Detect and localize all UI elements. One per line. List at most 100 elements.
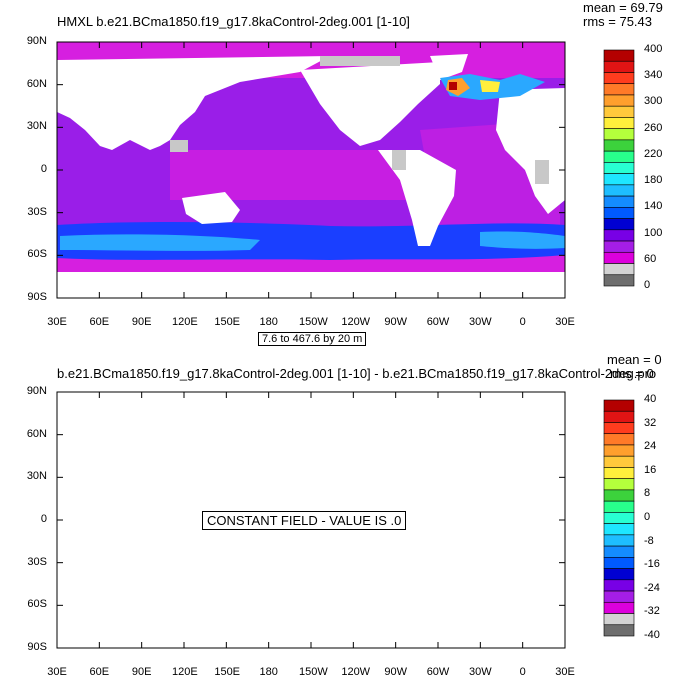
- panel2-rms: rms = 0: [610, 366, 654, 381]
- lon-label: 60E: [89, 316, 110, 328]
- colorbar1-swatch: [603, 218, 635, 231]
- lat-label: 60S: [27, 598, 47, 611]
- colorbar1-swatch: [603, 128, 635, 141]
- ice-patch: [392, 150, 406, 170]
- colorbar1-swatch: [603, 195, 635, 208]
- colorbar1-swatch: [603, 72, 635, 85]
- colorbar1-swatch: [603, 274, 635, 287]
- colorbar1-label: 260: [644, 121, 663, 134]
- colorbar1-label: 60: [644, 252, 657, 265]
- lon-label: 60W: [426, 666, 450, 678]
- lon-label: 30E: [555, 316, 575, 328]
- greenland: [430, 54, 468, 80]
- lon-label: 60W: [426, 316, 450, 328]
- colorbar2-label: 40: [644, 393, 657, 405]
- north-atlantic-hotspot-max: [449, 82, 457, 90]
- lon-label: 150E: [214, 316, 241, 328]
- constant-field-message: CONSTANT FIELD - VALUE IS .0: [202, 511, 407, 530]
- colorbar1-swatch: [603, 94, 635, 107]
- lon-label: 30W: [469, 666, 492, 678]
- colorbar1-label: 140: [644, 200, 663, 213]
- lat-label: 0: [40, 163, 47, 175]
- panel2-mean: mean = 0: [607, 352, 662, 367]
- panel1-contour-info: 7.6 to 467.6 by 20 m: [258, 332, 367, 346]
- southern-ocean-lightblue-2: [480, 231, 565, 249]
- colorbar2-label: -8: [644, 534, 654, 547]
- colorbar2-label: -32: [644, 605, 660, 618]
- colorbar1-swatch: [603, 139, 635, 152]
- colorbar2-swatch: [603, 422, 635, 435]
- lon-label: 90E: [131, 666, 152, 678]
- lon-label: 30E: [555, 666, 575, 678]
- ice-patch: [170, 140, 188, 152]
- ice-patch: [320, 56, 400, 66]
- colorbar2-swatch: [603, 523, 635, 536]
- lon-label: 120W: [341, 316, 371, 328]
- colorbar2-swatch: [603, 568, 635, 581]
- lat-label: 30N: [26, 470, 47, 483]
- south-america: [378, 150, 456, 246]
- colorbar2-swatch: [603, 601, 635, 614]
- eurasia: [57, 56, 330, 150]
- colorbar1-swatch: [603, 105, 635, 118]
- lat-label: 30N: [26, 120, 47, 133]
- lat-label: 90S: [27, 291, 47, 303]
- colorbar1-swatch: [603, 173, 635, 186]
- colorbar1-swatch: [603, 240, 635, 253]
- australia: [182, 192, 240, 224]
- lon-label: 150E: [214, 666, 241, 678]
- colorbar2-swatch: [603, 410, 635, 423]
- lon-label: 150W: [299, 666, 328, 678]
- colorbar1-label: 400: [644, 43, 663, 55]
- lon-label: 30W: [469, 316, 492, 328]
- lat-label: 90S: [27, 641, 47, 653]
- colorbar1-swatch: [603, 162, 635, 174]
- colorbar1-swatch: [603, 184, 635, 197]
- lat-label: 60N: [26, 77, 47, 90]
- colorbar2-swatch: [603, 467, 635, 479]
- colorbar2-label: 16: [644, 463, 657, 476]
- lon-label: 0: [519, 666, 526, 678]
- southern-ocean-lightblue: [60, 234, 260, 251]
- colorbar1-label: 180: [644, 174, 663, 187]
- colorbar2-swatch: [603, 444, 635, 457]
- colorbar1-swatch: [603, 117, 635, 129]
- lat-label: 90N: [26, 385, 47, 397]
- lon-label: 90W: [384, 316, 407, 328]
- lon-label: 0: [519, 316, 526, 328]
- lon-label: 180: [259, 316, 278, 328]
- colorbar1-swatch: [603, 83, 635, 96]
- colorbar2-label: 0: [644, 511, 651, 523]
- colorbar2-swatch: [603, 512, 635, 524]
- north-atlantic-hotspot-core2: [480, 80, 500, 92]
- colorbar2-swatch: [603, 613, 635, 626]
- colorbar2-swatch: [603, 489, 635, 502]
- colorbar2-swatch: [603, 557, 635, 569]
- colorbar2-label: -40: [644, 629, 660, 641]
- lon-label: 30E: [47, 316, 67, 328]
- panel1-mean: mean = 69.79: [583, 0, 663, 15]
- colorbar1-swatch: [603, 150, 635, 163]
- lon-label: 30E: [47, 666, 67, 678]
- colorbar1-swatch: [603, 263, 635, 276]
- colorbar1-label: 340: [644, 69, 663, 82]
- colorbar2-label: 8: [644, 487, 651, 500]
- north-america: [300, 62, 440, 146]
- colorbar1-label: 0: [644, 279, 651, 291]
- colorbar1-swatch: [603, 229, 635, 242]
- colorbar2-swatch: [603, 478, 635, 491]
- colorbar1-swatch: [603, 251, 635, 264]
- colorbar1-swatch: [603, 60, 635, 73]
- colorbar2-swatch: [603, 500, 635, 513]
- lon-label: 60E: [89, 666, 110, 678]
- ice-patch: [535, 160, 549, 184]
- colorbar2-label: 32: [644, 416, 657, 429]
- colorbar1-label: 220: [644, 147, 663, 160]
- lon-label: 150W: [299, 316, 328, 328]
- lon-label: 120W: [341, 666, 371, 678]
- lat-label: 30S: [27, 205, 47, 218]
- panel1-title: HMXL b.e21.BCma1850.f19_g17.8kaControl-2…: [57, 14, 410, 29]
- lat-label: 60N: [26, 427, 47, 440]
- colorbar2-swatch: [603, 534, 635, 547]
